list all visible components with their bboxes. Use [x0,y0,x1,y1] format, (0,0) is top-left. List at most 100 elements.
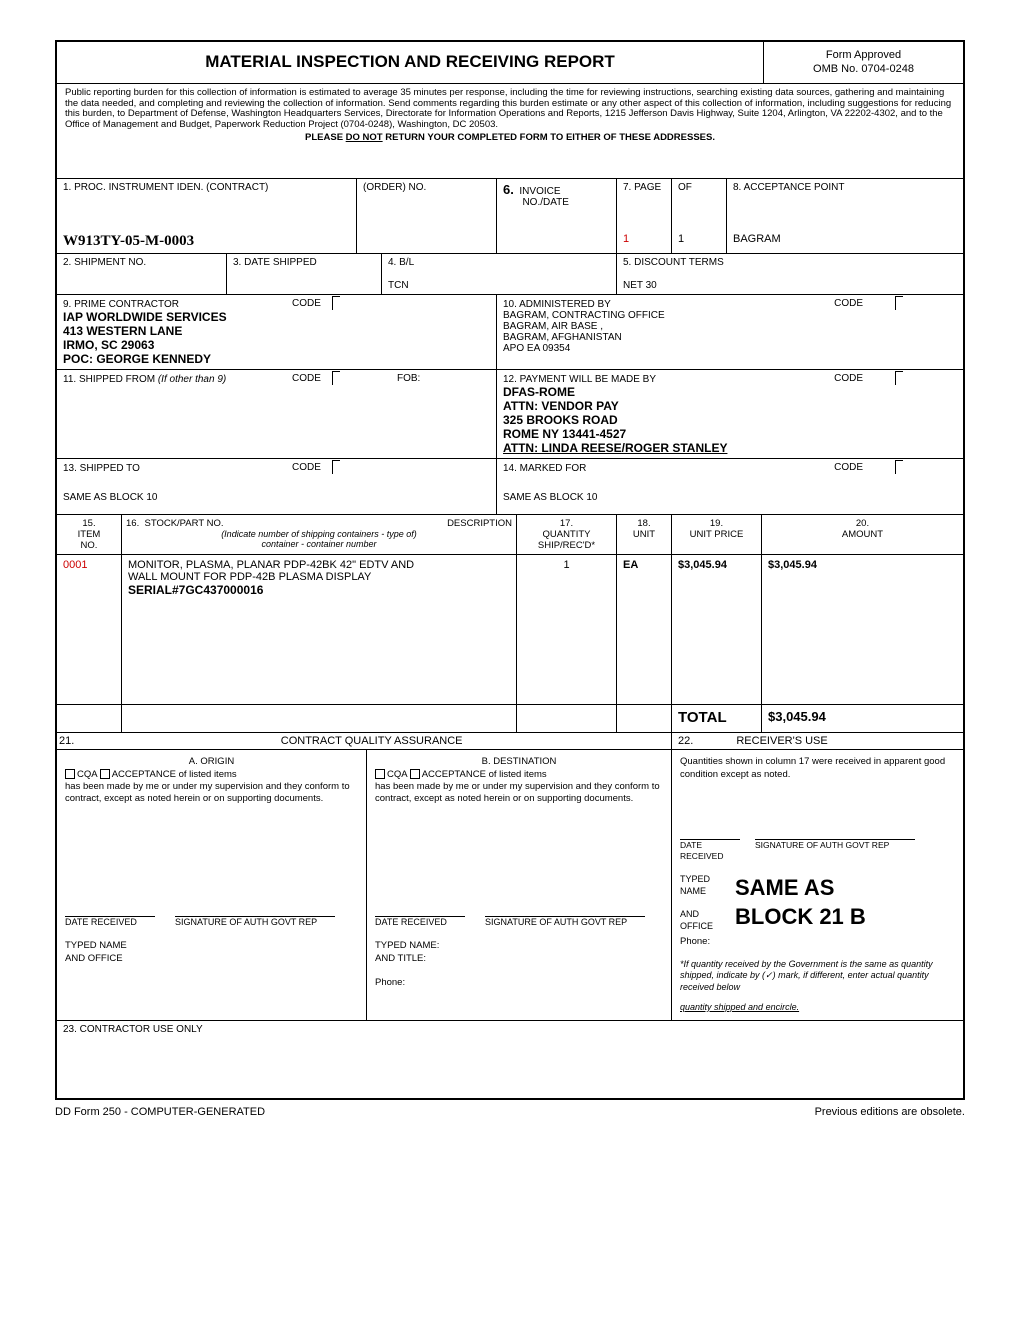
col16-sub2: container - container number [126,539,512,549]
footer-left: DD Form 250 - COMPUTER-GENERATED [55,1106,265,1118]
box9-l1: IAP WORLDWIDE SERVICES [63,310,490,324]
col-20: 20.AMOUNT [762,515,963,554]
box1-value: W913TY-05-M-0003 [63,233,350,250]
box23-label: 23. CONTRACTOR USE ONLY [63,1024,203,1035]
items-body: 0001 MONITOR, PLASMA, PLANAR PDP-42BK 42… [57,555,963,705]
box10-l4: APO EA 09354 [503,343,957,354]
total-label: TOTAL [672,705,762,732]
box14-label: 14. MARKED FOR [503,463,586,474]
item-qty: 1 [517,555,617,704]
total-row: TOTAL $3,045.94 [57,705,963,733]
footer: DD Form 250 - COMPUTER-GENERATED Previou… [55,1100,965,1118]
items-header: 15.ITEMNO. 16. STOCK/PART NO.DESCRIPTION… [57,515,963,555]
row-2: 2. SHIPMENT NO. 3. DATE SHIPPED 4. B/L T… [57,254,963,295]
box-4: 4. B/L TCN [382,254,617,294]
qa-header-row: 21. CONTRACT QUALITY ASSURANCE 22. RECEI… [57,733,963,750]
code-label-12: CODE [834,373,863,384]
col-16: 16. STOCK/PART NO.DESCRIPTION (Indicate … [122,515,517,554]
cqa-a: CQA [77,769,97,780]
burden-text: Public reporting burden for this collect… [65,87,951,131]
date-recv-a: DATE RECEIVED [65,917,155,929]
burden-statement: Public reporting burden for this collect… [57,84,963,180]
box-11: 11. SHIPPED FROM (If other than 9) CODE … [57,370,497,458]
typed-name-b: TYPED NAME: [375,940,439,951]
code-box-10 [895,296,903,310]
box9-l2: 413 WESTERN LANE [63,324,490,338]
phone-22: Phone: [680,936,955,948]
cqa-checkbox-b[interactable] [375,769,385,779]
box12-l3: 325 BROOKS ROAD [503,413,957,427]
and-title-b: AND TITLE: [375,953,426,964]
box14-value: SAME AS BLOCK 10 [503,492,957,503]
col-19: 19.UNIT PRICE [672,515,762,554]
box10-label: 10. ADMINISTERED BY [503,299,611,310]
box-2: 2. SHIPMENT NO. [57,254,227,294]
omb-block: Form Approved OMB No. 0704-0248 [763,42,963,83]
sig-a: SIGNATURE OF AUTH GOVT REP [175,917,317,929]
cqa-b: CQA [387,769,407,780]
and-office-a: AND OFFICE [65,953,123,964]
form-approved: Form Approved [826,49,901,61]
order-label: (ORDER) NO. [363,182,490,193]
title-row: MATERIAL INSPECTION AND RECEIVING REPORT… [57,42,963,84]
box4-sub: TCN [388,280,610,291]
code-label-11: CODE [292,373,321,384]
sig-b: SIGNATURE OF AUTH GOVT REP [485,917,627,929]
box-23: 23. CONTRACTOR USE ONLY [57,1021,963,1098]
qa-destination: B. DESTINATION CQA ACCEPTANCE of listed … [367,750,672,1019]
item-unit: EA [617,555,672,704]
desc-l3: SERIAL#7GC437000016 [128,583,510,597]
box12-l5: ATTN: LINDA REESE/ROGER STANLEY [503,441,957,455]
acc-b: ACCEPTANCE of listed items [422,769,547,780]
box-6: 6. INVOICE NO./DATE [497,179,617,253]
box12-l1: DFAS-ROME [503,385,957,399]
qa-origin: A. ORIGIN CQA ACCEPTANCE of listed items… [57,750,367,1019]
row-5: 13. SHIPPED TO CODE SAME AS BLOCK 10 14.… [57,459,963,515]
dest-title: B. DESTINATION [375,756,663,768]
same-as-block: SAME ASBLOCK 21 B [735,874,866,932]
box-21-header: 21. CONTRACT QUALITY ASSURANCE [57,733,672,749]
typed-name-a: TYPED NAME [65,940,127,951]
box9-l4: POC: GEORGE KENNEDY [63,352,490,366]
box-8: 8. ACCEPTANCE POINT BAGRAM [727,179,963,253]
desc-l1: MONITOR, PLASMA, PLANAR PDP-42BK 42" EDT… [128,559,510,571]
box-12: 12. PAYMENT WILL BE MADE BY CODE DFAS-RO… [497,370,963,458]
box-1: 1. PROC. INSTRUMENT IDEN. (CONTRACT) W91… [57,179,357,253]
r22-text: Quantities shown in column 17 were recei… [680,756,955,781]
form-title: MATERIAL INSPECTION AND RECEIVING REPORT [57,42,763,83]
cqa-title: CONTRACT QUALITY ASSURANCE [281,735,463,747]
box-5: 5. DISCOUNT TERMS NET 30 [617,254,963,294]
box-3: 3. DATE SHIPPED [227,254,382,294]
code-label-10: CODE [834,298,863,309]
para-b: has been made by me or under my supervis… [375,781,663,806]
qty-note: *If quantity received by the Government … [680,959,955,994]
cqa-checkbox-a[interactable] [65,769,75,779]
receivers-use-col: Quantities shown in column 17 were recei… [672,750,963,1019]
code-box-14 [895,460,903,474]
acc-checkbox-b[interactable] [410,769,420,779]
col-18: 18.UNIT [617,515,672,554]
code-label-14: CODE [834,462,863,473]
row-3: 9. PRIME CONTRACTOR CODE IAP WORLDWIDE S… [57,295,963,370]
box13-value: SAME AS BLOCK 10 [63,492,490,503]
phone-b: Phone: [375,977,405,988]
sig-22: SIGNATURE OF AUTH GOVT REP [755,840,889,862]
acc-checkbox-a[interactable] [100,769,110,779]
para-a: has been made by me or under my supervis… [65,781,358,806]
box7-value: 1 [623,233,665,245]
box-14: 14. MARKED FOR CODE SAME AS BLOCK 10 [497,459,963,514]
box5-label: 5. DISCOUNT TERMS [623,257,957,268]
box-order: (ORDER) NO. [357,179,497,253]
box-22-header: 22. RECEIVER'S USE [672,733,963,749]
fob-label: FOB: [397,373,420,384]
item-desc: MONITOR, PLASMA, PLANAR PDP-42BK 42" EDT… [122,555,517,704]
box-13: 13. SHIPPED TO CODE SAME AS BLOCK 10 [57,459,497,514]
form-container: MATERIAL INSPECTION AND RECEIVING REPORT… [55,40,965,1100]
box-of: OF 1 [672,179,727,253]
of-value: 1 [678,233,720,245]
box6-num: 6. [503,182,514,197]
item-price: $3,045.94 [672,555,762,704]
code-box-9 [332,296,340,310]
code-box-11 [332,371,340,385]
box2-label: 2. SHIPMENT NO. [63,257,220,268]
